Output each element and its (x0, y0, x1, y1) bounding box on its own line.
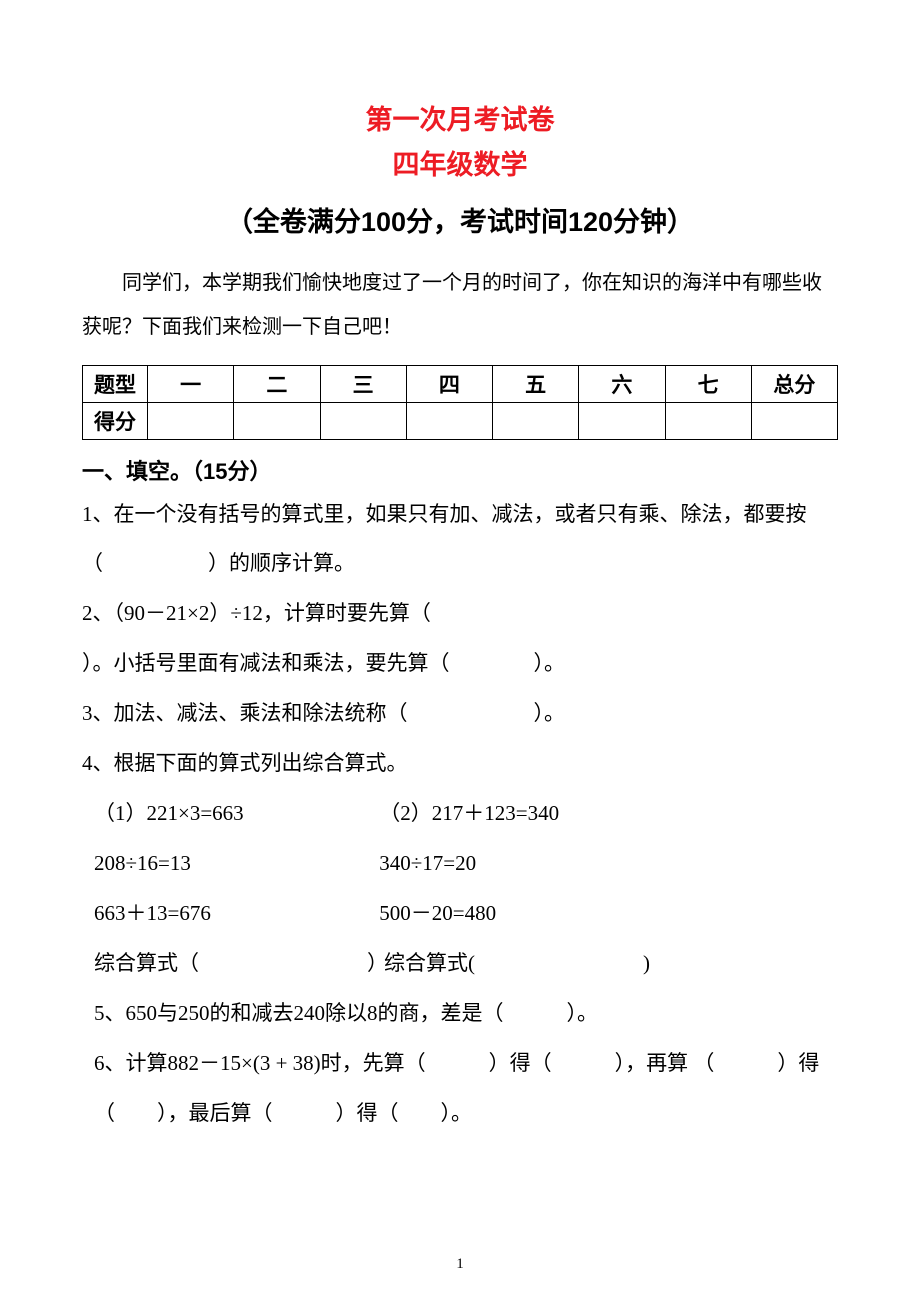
q4-answer-right: 综合算式( ) (384, 951, 650, 975)
table-cell: 六 (579, 365, 665, 402)
q4-answer-row: 综合算式（ ）综合算式( ) (82, 939, 838, 989)
table-cell: 得分 (83, 402, 148, 439)
table-cell: 四 (406, 365, 492, 402)
questions-block: 1、在一个没有括号的算式里，如果只有加、减法，或者只有乘、除法，都要按（ ）的顺… (82, 490, 838, 1140)
question-4: 4、根据下面的算式列出综合算式。 (82, 739, 838, 789)
section-heading: 一、填空。（15分） (82, 454, 838, 486)
q4-row: （1）221×3=663 （2）217＋123=340 (82, 789, 838, 839)
question-2a: 2、（90－21×2）÷12，计算时要先算（ (82, 589, 838, 639)
table-cell: 七 (665, 365, 751, 402)
page-title: 第一次月考试卷 (82, 100, 838, 141)
table-cell (148, 402, 234, 439)
q4-row: 663＋13=676 500－20=480 (82, 889, 838, 939)
q4-row: 208÷16=13 340÷17=20 (82, 839, 838, 889)
table-cell: 一 (148, 365, 234, 402)
q4-left: （1）221×3=663 (94, 789, 374, 839)
q4-answer-left: 综合算式（ ） (94, 939, 384, 989)
question-3: 3、加法、减法、乘法和除法统称（ ）。 (82, 689, 838, 739)
exam-meta: （全卷满分100分，考试时间120分钟） (82, 200, 838, 239)
table-cell (493, 402, 579, 439)
table-cell (579, 402, 665, 439)
question-6: 6、计算882－15×(3 + 38)时，先算（ ）得（ ），再算 （ ）得（ … (82, 1039, 838, 1139)
q4-right: 340÷17=20 (379, 851, 476, 875)
q4-left: 663＋13=676 (94, 889, 374, 939)
table-row: 得分 (83, 402, 838, 439)
table-cell (665, 402, 751, 439)
table-cell (320, 402, 406, 439)
score-table: 题型 一 二 三 四 五 六 七 总分 得分 (82, 365, 838, 440)
table-cell (234, 402, 320, 439)
table-cell: 三 (320, 365, 406, 402)
intro-text: 同学们，本学期我们愉快地度过了一个月的时间了，你在知识的海洋中有哪些收获呢？下面… (82, 261, 838, 349)
question-1: 1、在一个没有括号的算式里，如果只有加、减法，或者只有乘、除法，都要按（ ）的顺… (82, 490, 838, 590)
table-cell: 二 (234, 365, 320, 402)
table-cell: 题型 (83, 365, 148, 402)
table-cell (406, 402, 492, 439)
table-row: 题型 一 二 三 四 五 六 七 总分 (83, 365, 838, 402)
page-subtitle: 四年级数学 (82, 143, 838, 182)
page-number: 1 (0, 1256, 920, 1273)
exam-page: 第一次月考试卷 四年级数学 （全卷满分100分，考试时间120分钟） 同学们，本… (0, 0, 920, 1303)
q4-right: 500－20=480 (379, 901, 496, 925)
question-5: 5、650与250的和减去240除以8的商，差是（ ）。 (82, 989, 838, 1039)
question-2b: ）。小括号里面有减法和乘法，要先算（ ）。 (82, 639, 838, 689)
q4-right: （2）217＋123=340 (379, 801, 559, 825)
table-cell: 五 (493, 365, 579, 402)
table-cell (751, 402, 837, 439)
table-cell: 总分 (751, 365, 837, 402)
q4-left: 208÷16=13 (94, 839, 374, 889)
